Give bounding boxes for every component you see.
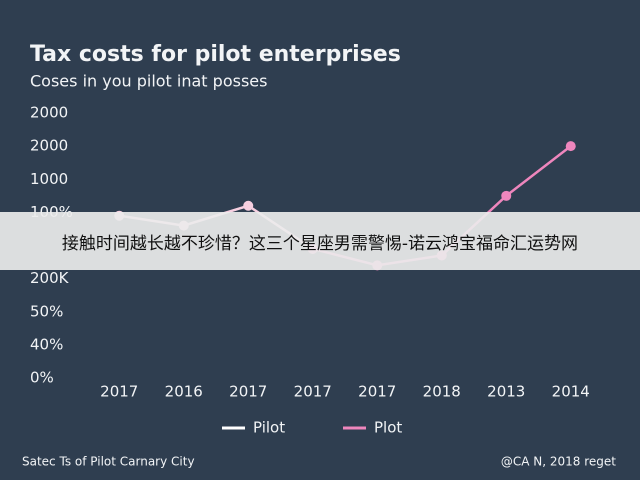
x-tick-label: 2017 — [294, 383, 332, 401]
x-tick-label: 2017 — [229, 383, 267, 401]
y-tick-label: 2000 — [30, 104, 68, 122]
footer-left: Satec Ts of Pilot Carnary City — [22, 455, 195, 469]
y-tick-label: 50% — [30, 302, 63, 320]
point — [501, 190, 512, 201]
y-tick-label: 200K — [30, 269, 70, 287]
x-tick-label: 2017 — [100, 383, 138, 401]
x-tick-label: 2018 — [423, 383, 461, 401]
y-tick-label: 0% — [30, 369, 54, 387]
chart-subtitle: Coses in you pilot inat posses — [30, 72, 267, 91]
chart-title: Tax costs for pilot enterprises — [30, 42, 401, 67]
y-tick-label: 2000 — [30, 137, 68, 155]
legend-label: Pilot — [253, 419, 285, 437]
x-tick-label: 2014 — [552, 383, 590, 401]
x-tick-label: 2013 — [487, 383, 525, 401]
legend-label: Plot — [374, 419, 402, 437]
overlay-banner: 接触时间越长越不珍惜？这三个星座男需警惕-诺云鸿宝福命汇运势网 — [0, 212, 640, 270]
footer-right: @CA N, 2018 reget — [501, 455, 616, 469]
y-tick-label: 40% — [30, 335, 63, 353]
y-tick-label: 1000 — [30, 170, 68, 188]
x-tick-label: 2016 — [165, 383, 203, 401]
point — [243, 200, 254, 211]
point — [565, 141, 576, 152]
x-tick-label: 2017 — [358, 383, 396, 401]
